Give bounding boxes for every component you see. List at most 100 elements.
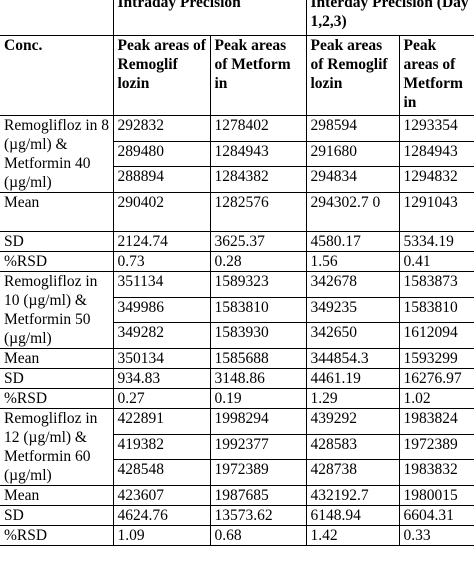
interday-precision-header: Interday Precision (Day 1,2,3)	[305, 0, 474, 36]
sd-value-cell: 3625.37	[209, 231, 307, 252]
peak-area-cell: 1589323	[209, 271, 307, 298]
rsd-row: %RSD 0.73 0.28 1.56 0.41	[0, 251, 474, 272]
mean-value-cell: 1282576	[209, 192, 307, 232]
peak-area-cell: 428738	[305, 459, 400, 486]
mean-value-cell: 1980015	[398, 485, 474, 506]
mean-value-cell: 1291043	[398, 192, 474, 232]
mean-value-cell: 1987685	[209, 485, 307, 506]
sd-row: SD 4624.76 13573.62 6148.94 6604.31	[0, 505, 474, 526]
table-container: Intraday Precision Interday Precision (D…	[0, 0, 474, 546]
sd-row: SD 934.83 3148.86 4461.19 16276.97	[0, 368, 474, 389]
rsd-value-cell: 1.09	[112, 525, 211, 546]
rsd-value-cell: 1.42	[305, 525, 400, 546]
concentration-label: Remoglifloz in 10 (µg/ml) & Metformin 50…	[0, 271, 114, 349]
peak-area-cell: 1998294	[209, 408, 307, 435]
conc-header: Conc.	[0, 35, 114, 116]
table-row: 419382 1992377 428583 1972389	[0, 433, 474, 461]
peak-area-cell: 419382	[112, 433, 211, 461]
peak-area-cell: 292832	[112, 115, 211, 142]
peak-area-cell: 342678	[305, 271, 400, 298]
intraday-remogliflozin-header: Peak areas of Remoglif lozin	[112, 35, 211, 116]
peak-area-cell: 1983832	[398, 459, 474, 486]
peak-area-cell: 291680	[305, 140, 400, 168]
table-row: Remoglifloz in 8 (µg/ml) & Metformin 40 …	[0, 115, 474, 193]
peak-area-cell: 1278402	[209, 115, 307, 142]
peak-area-cell: 1972389	[398, 433, 474, 461]
peak-area-cell: 294834	[305, 166, 400, 193]
peak-area-cell: 351134	[112, 271, 211, 298]
peak-area-cell: 439292	[305, 408, 400, 435]
peak-area-cell: 342650	[305, 322, 400, 349]
sd-label: SD	[0, 505, 114, 526]
mean-value-cell: 344854.3	[305, 348, 400, 369]
sd-row: SD 2124.74 3625.37 4580.17 5334.19	[0, 231, 474, 252]
mean-value-cell: 432192.7	[305, 485, 400, 506]
peak-area-cell: 1284382	[209, 166, 307, 193]
table-row: Remoglifloz in 12 (µg/ml) & Metformin 60…	[0, 408, 474, 486]
peak-area-cell: 1583873	[398, 271, 474, 298]
rsd-value-cell: 0.33	[398, 525, 474, 546]
sd-value-cell: 6604.31	[398, 505, 474, 526]
rsd-row: %RSD 0.27 0.19 1.29 1.02	[0, 388, 474, 409]
sd-value-cell: 13573.62	[209, 505, 307, 526]
peak-area-cell: 1284943	[398, 140, 474, 168]
rsd-label: %RSD	[0, 525, 114, 546]
sd-value-cell: 4580.17	[305, 231, 400, 252]
mean-value-cell: 1593299	[398, 348, 474, 369]
peak-area-cell: 349235	[305, 296, 400, 324]
sd-label: SD	[0, 231, 114, 252]
rsd-label: %RSD	[0, 251, 114, 272]
peak-area-cell: 1972389	[209, 459, 307, 486]
sd-value-cell: 2124.74	[112, 231, 211, 252]
mean-value-cell: 350134	[112, 348, 211, 369]
mean-value-cell: 1585688	[209, 348, 307, 369]
concentration-label: Remoglifloz in 12 (µg/ml) & Metformin 60…	[0, 408, 114, 486]
sd-value-cell: 16276.97	[398, 368, 474, 389]
sd-value-cell: 3148.86	[209, 368, 307, 389]
rsd-value-cell: 0.28	[209, 251, 307, 272]
peak-area-cell: 428548	[112, 459, 211, 486]
precision-table: Intraday Precision Interday Precision (D…	[0, 0, 474, 546]
peak-area-cell: 349986	[112, 296, 211, 324]
table-row: 349282 1583930 342650 1612094	[0, 322, 474, 349]
peak-area-cell: 298594	[305, 115, 400, 142]
mean-label: Mean	[0, 192, 114, 232]
rsd-value-cell: 0.68	[209, 525, 307, 546]
table-row: 289480 1284943 291680 1284943	[0, 140, 474, 168]
rsd-value-cell: 1.02	[398, 388, 474, 409]
header-row-top: Intraday Precision Interday Precision (D…	[0, 0, 474, 36]
peak-area-cell: 349282	[112, 322, 211, 349]
peak-area-cell: 1294832	[398, 166, 474, 193]
table-row: Remoglifloz in 10 (µg/ml) & Metformin 50…	[0, 271, 474, 349]
rsd-row: %RSD 1.09 0.68 1.42 0.33	[0, 525, 474, 546]
peak-area-cell: 1293354	[398, 115, 474, 142]
peak-area-cell: 289480	[112, 140, 211, 168]
rsd-value-cell: 0.73	[112, 251, 211, 272]
mean-value-cell: 423607	[112, 485, 211, 506]
peak-area-cell: 1583810	[398, 296, 474, 324]
sd-value-cell: 4624.76	[112, 505, 211, 526]
sd-value-cell: 4461.19	[305, 368, 400, 389]
rsd-value-cell: 1.29	[305, 388, 400, 409]
mean-row: Mean 423607 1987685 432192.7 1980015	[0, 485, 474, 506]
rsd-label: %RSD	[0, 388, 114, 409]
rsd-value-cell: 0.19	[209, 388, 307, 409]
peak-area-cell: 1583930	[209, 322, 307, 349]
rsd-value-cell: 0.27	[112, 388, 211, 409]
sd-value-cell: 6148.94	[305, 505, 400, 526]
rsd-value-cell: 1.56	[305, 251, 400, 272]
mean-row: Mean 290402 1282576 294302.7 0 1291043	[0, 192, 474, 232]
sd-value-cell: 934.83	[112, 368, 211, 389]
peak-area-cell: 1284943	[209, 140, 307, 168]
intraday-metformin-header: Peak areas of Metform in	[209, 35, 307, 116]
peak-area-cell: 288894	[112, 166, 211, 193]
interday-remogliflozin-header: Peak areas of Remoglif lozin	[305, 35, 400, 116]
peak-area-cell: 1992377	[209, 433, 307, 461]
peak-area-cell: 1583810	[209, 296, 307, 324]
peak-area-cell: 422891	[112, 408, 211, 435]
concentration-label: Remoglifloz in 8 (µg/ml) & Metformin 40 …	[0, 115, 114, 193]
peak-area-cell: 1983824	[398, 408, 474, 435]
interday-metformin-header: Peak areas of Metform in	[398, 35, 474, 116]
mean-value-cell: 294302.7 0	[305, 192, 400, 232]
peak-area-cell: 428583	[305, 433, 400, 461]
